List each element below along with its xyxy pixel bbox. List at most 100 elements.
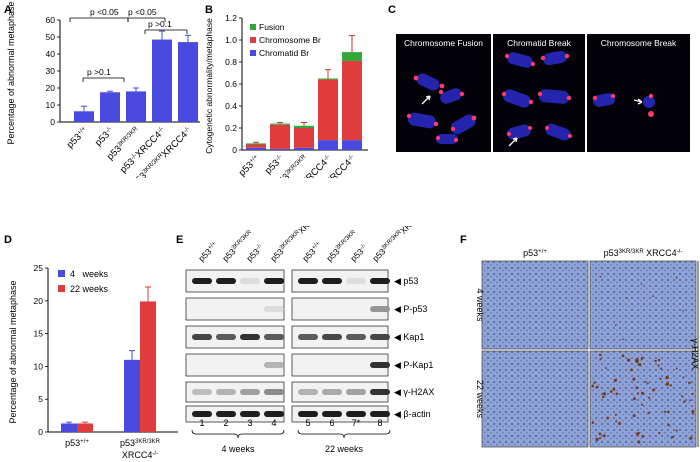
ihc-positive-cell	[615, 420, 618, 423]
ihc-col-1: p53+/+	[523, 248, 547, 258]
blot-band	[370, 411, 390, 417]
group-4-weeks: 4 weeks	[221, 444, 255, 454]
ihc-positive-cell	[599, 437, 602, 440]
micrograph-title-chromatid: Chromatid Break	[507, 38, 571, 48]
blot-band	[216, 389, 236, 395]
ihc-positive-cell	[682, 376, 685, 379]
lane-number: 3	[247, 418, 252, 428]
ihc-positive-cell	[630, 368, 634, 372]
ihc-row-22wk: 22 weeks	[475, 380, 485, 419]
ihc-positive-cell	[635, 432, 639, 436]
blot-band	[240, 411, 260, 417]
lane-number: 8	[377, 418, 382, 428]
ihc-positive-cell	[667, 423, 670, 427]
ihc-positive-cell	[606, 416, 610, 420]
ihc-positive-cell	[632, 397, 636, 401]
d-bar	[77, 423, 93, 432]
a-xtick-label: p53-/-	[93, 125, 116, 148]
ihc-positive-cell	[665, 382, 670, 386]
a-ytick-label: 30	[46, 66, 56, 76]
b-xtick-label: p53+/+	[236, 153, 262, 178]
ihc-positive-cell	[637, 440, 641, 444]
a-ytick-label: 0	[50, 117, 55, 127]
blot-band	[264, 389, 284, 395]
b-bar-segment	[246, 143, 266, 145]
ihc-4wk-wt	[481, 260, 589, 350]
b-bar-segment	[294, 125, 314, 128]
panel-label-d: D	[4, 234, 12, 246]
lane-header-5: p53+/+	[300, 240, 324, 264]
chart-d: 0 5 10 15 20 25 Percentage of abnormal metaph…	[8, 263, 178, 460]
ihc-positive-cell	[640, 283, 643, 285]
blot-band-label: ◀ γ-H2AX	[394, 387, 434, 397]
ihc-positive-cell	[593, 381, 596, 384]
ihc-4wk-mut	[589, 260, 697, 350]
blot-band	[216, 278, 236, 284]
lane-number: 5	[305, 418, 310, 428]
blot-band	[264, 411, 284, 417]
week-group-4: 4 weeks	[191, 429, 285, 454]
blot-band	[240, 278, 260, 284]
ihc-positive-cell	[657, 364, 660, 367]
chart-b: 0 0.2 0.4 0.6 0.8 1.0 1.2 Cytogenetic abnormal…	[204, 13, 368, 178]
ihc-positive-cell	[591, 384, 595, 388]
a-ytick-label: 40	[46, 49, 56, 59]
group-22-weeks: 22 weeks	[325, 444, 364, 454]
legend-22-weeks: 22 weeks	[70, 284, 109, 294]
chart-d-legend: 4 weeks 22 weeks	[58, 269, 109, 294]
b-bar-segment	[318, 79, 338, 141]
blot-band	[298, 278, 318, 284]
ihc-positive-cell	[632, 377, 636, 381]
chart-b-ylabel: Cytogenetic abnormality/metaphase	[204, 18, 214, 154]
d-ytick-label: 20	[34, 296, 44, 306]
d-ytick-label: 15	[34, 329, 44, 339]
blot-band	[370, 389, 390, 395]
a-bar	[178, 42, 198, 122]
ihc-positive-cell	[638, 362, 642, 367]
b-bar-segment	[246, 144, 266, 148]
blot-band	[192, 411, 212, 417]
week-group-22: 22 weeks	[297, 429, 391, 454]
ihc-positive-cell	[644, 381, 647, 383]
ihc-positive-cell	[659, 367, 663, 370]
sig-label-3: p >0.1	[87, 67, 111, 77]
ihc-positive-cell	[691, 409, 695, 413]
ihc-positive-cell	[675, 277, 678, 279]
b-bar-segment	[318, 140, 338, 150]
lane-header-3: p53-/-	[244, 242, 265, 263]
b-ytick-label: 1.2	[225, 13, 237, 23]
lane-number: 4	[271, 418, 276, 428]
ihc-positive-cell	[675, 429, 678, 432]
ihc-positive-cell	[602, 434, 606, 438]
sig-label-4: p >0.1	[148, 19, 172, 29]
ihc-positive-cell	[688, 381, 691, 385]
ihc-positive-cell	[615, 392, 619, 396]
ihc-positive-cell	[654, 359, 657, 363]
a-xtick-label: p53+/+	[64, 125, 90, 151]
ihc-positive-cell	[622, 338, 624, 341]
lane-number: 7*	[352, 418, 361, 428]
panel-label-f: F	[460, 234, 467, 246]
blot-band	[192, 334, 212, 340]
chart-a: 0 10 20 30 40 50 60 Percentage of abnormal met…	[6, 1, 200, 178]
ihc-positive-cell	[658, 431, 661, 435]
legend-swatch-chromatid	[250, 50, 256, 56]
ihc-positive-cell	[627, 358, 631, 362]
d-bar	[61, 423, 77, 432]
legend-swatch-fusion	[250, 24, 256, 30]
blot-band	[346, 278, 366, 284]
b-bar-segment	[270, 148, 290, 150]
ihc-positive-cell	[609, 390, 613, 393]
micrograph-title-chrombreak: Chromosome Break	[600, 38, 677, 48]
ihc-positive-cell	[670, 435, 674, 439]
legend-4-weeks: 4 weeks	[70, 269, 109, 279]
ihc-positive-cell	[599, 353, 602, 357]
a-ytick-label: 50	[46, 32, 56, 42]
blot-band	[346, 389, 366, 395]
ihc-positive-cell	[596, 385, 599, 389]
ihc-positive-cell	[640, 357, 643, 361]
ihc-positive-cell	[614, 324, 617, 326]
ihc-panel: p53+/+ p533KR/3KR XRCC4-/- 4 weeks 22 we…	[475, 248, 700, 448]
ihc-positive-cell	[613, 378, 618, 382]
legend-chromosome-br: Chromosome Br	[259, 35, 321, 45]
